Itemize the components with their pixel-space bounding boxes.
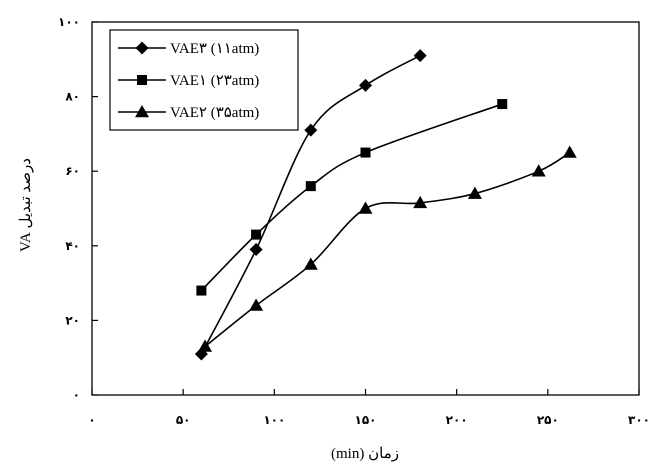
data-point-square [305,181,316,192]
legend-marker-diamond [135,41,149,55]
data-point-diamond [249,243,263,257]
data-point-square [251,229,262,240]
x-tick-label: ۵۰ [176,413,191,427]
data-point-triangle [562,145,577,158]
y-tick-label: ۸۰ [65,90,80,104]
y-tick-label: ۲۰ [65,313,80,327]
y-axis-title: درصد تبدیل VA [18,158,34,252]
x-axis-title: زمان (min) [331,446,399,462]
data-point-diamond [413,49,427,63]
x-tick-label: ۰ [88,413,95,427]
legend-label: VAE۱ (۲۳atm) [170,73,259,89]
x-tick-label: ۲۰۰ [446,413,468,427]
data-point-triangle [303,257,318,270]
data-point-triangle [358,201,373,214]
legend: VAE۳ (۱۱atm) VAE۱ (۲۳atm) VAE۲ (۳۵atm) [109,29,299,131]
x-tick-label: ۱۵۰ [355,413,377,427]
data-point-square [360,147,371,158]
x-tick-label: ۳۰۰ [628,413,650,427]
series-line [200,103,503,292]
data-point-diamond [359,78,372,92]
y-tick-label: ۴۰ [65,239,80,253]
legend-marker-triangle [135,105,149,118]
data-point-triangle [467,186,482,199]
data-point-square [196,285,207,296]
legend-label: VAE۲ (۳۵atm) [170,105,259,121]
data-point-triangle [249,298,264,311]
legend-marker-square [137,75,147,85]
series-line [200,54,421,355]
y-tick-label: ۶۰ [65,164,80,178]
x-axis: ۰ ۵۰ ۱۰۰ ۱۵۰ ۲۰۰ ۲۵۰ ۳۰۰ [88,389,650,427]
y-tick-label: ۱۰۰ [58,15,80,29]
data-point-triangle [198,339,213,352]
legend-label: VAE۳ (۱۱atm) [170,41,259,57]
data-point-triangle [413,195,428,209]
y-axis: ۰ ۲۰ ۴۰ ۶۰ ۸۰ ۱۰۰ [58,15,98,402]
data-point-triangle [531,164,546,177]
data-point-square [497,99,508,110]
y-tick-label: ۰ [73,388,80,402]
series-markers [194,49,577,361]
data-point-diamond [304,123,318,137]
x-tick-label: ۲۵۰ [537,413,559,427]
x-tick-label: ۱۰۰ [263,413,285,427]
